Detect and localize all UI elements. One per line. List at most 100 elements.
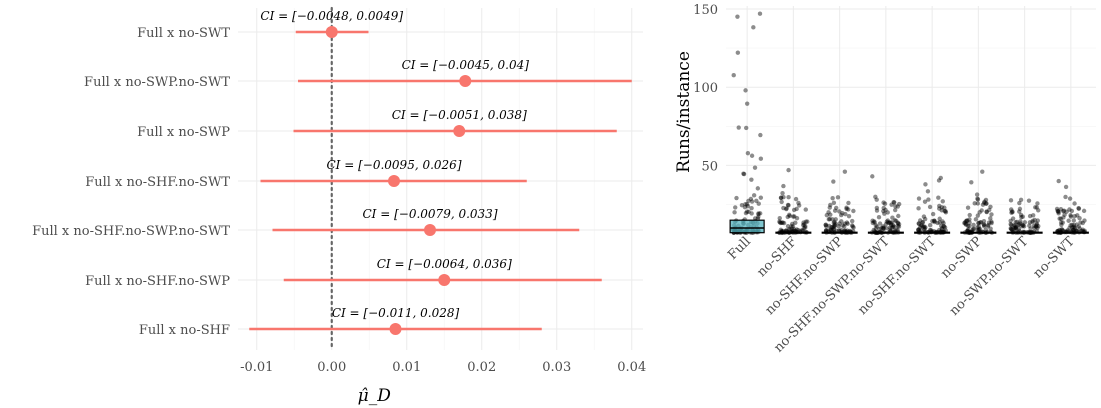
jitter-point (1020, 214, 1025, 219)
jitter-point (874, 197, 879, 202)
jitter-point (1030, 218, 1035, 224)
jitter-point (932, 218, 937, 223)
y-tick-label: Full x no-SWT (137, 26, 230, 41)
jitter-point (965, 205, 971, 210)
jitter-point (850, 218, 855, 224)
jitter-point (1009, 207, 1014, 212)
jitter-point (778, 220, 784, 226)
jitter-point (1071, 222, 1077, 228)
jitter-point (879, 225, 884, 231)
jitter-point (881, 205, 886, 211)
jitter-point (940, 219, 945, 224)
jitter-point (828, 227, 833, 233)
jitter-point (896, 213, 901, 219)
jitter-point (889, 220, 894, 225)
jitter-point (882, 211, 887, 216)
jitter-point (1030, 219, 1035, 225)
jitter-point (895, 220, 901, 225)
jitter-point (783, 228, 789, 233)
jitter-point (1017, 209, 1022, 214)
jitter-point (1057, 227, 1062, 233)
jitter-point (932, 218, 937, 224)
jitter-point (751, 25, 756, 30)
jitter-point (938, 175, 943, 181)
jitter-point (896, 224, 902, 229)
jitter-point (805, 219, 810, 224)
jitter-point (972, 201, 977, 206)
jitter-point (885, 220, 891, 225)
jitter-point (1034, 205, 1039, 210)
jitter-point (916, 228, 921, 233)
jitter-point (1068, 214, 1074, 219)
ci-annotation: CI = [−0.0045, 0.04] (402, 58, 530, 72)
jitter-point (877, 226, 882, 232)
jitter-point (1072, 225, 1077, 230)
jitter-point (922, 226, 927, 231)
jitter-point (1009, 210, 1014, 215)
jitter-point (1071, 224, 1076, 230)
jitter-point (758, 156, 764, 161)
y-tick-label: Full x no-SHF.no-SWP.no-SWT (32, 224, 230, 239)
jitter-point (975, 201, 981, 206)
jitter-point (965, 228, 970, 233)
jitter-point (891, 199, 896, 205)
jitter-point (1017, 200, 1022, 206)
jitter-point (1010, 209, 1015, 214)
jitter-point (1061, 215, 1066, 220)
jitter-point (1016, 222, 1022, 227)
jitter-point (1032, 225, 1037, 231)
jitter-point (1018, 212, 1024, 218)
jitter-point (831, 200, 837, 205)
jitter-point (877, 221, 883, 226)
y-tick-label: Full x no-SHF.no-SWT (85, 175, 230, 190)
jitter-point (839, 219, 844, 224)
jitter-point (827, 223, 832, 229)
jitter-point (970, 228, 975, 233)
jitter-point (741, 171, 746, 176)
jitter-point (1014, 219, 1020, 225)
jitter-point (978, 220, 983, 225)
x-axis-title: μ̂_D (358, 386, 392, 406)
jitter-point (1061, 209, 1066, 214)
jitter-point (1020, 224, 1025, 229)
y-tick-label: 100 (693, 81, 718, 96)
jitter-point (791, 214, 796, 219)
jitter-point (1060, 220, 1065, 225)
jitter-point (1026, 198, 1032, 203)
jitter-point (835, 195, 841, 200)
jitter-point (872, 220, 877, 225)
jitter-point (779, 199, 784, 205)
jitter-point (937, 206, 942, 211)
jitter-point (981, 218, 987, 224)
jitter-point (982, 200, 987, 206)
jitter-point (973, 217, 979, 222)
jitter-point (1071, 227, 1076, 233)
jitter-point (941, 224, 946, 229)
jitter-point (749, 211, 754, 216)
jitter-point (1067, 207, 1072, 212)
jitter-point (975, 225, 980, 230)
jitter-point (793, 196, 799, 202)
jitter-point (916, 221, 922, 226)
jitter-point (1056, 211, 1061, 216)
jitter-point (834, 205, 839, 211)
jitter-point (943, 210, 949, 215)
jitter-point (830, 196, 835, 201)
estimate-point (453, 125, 466, 137)
jitter-point (891, 224, 897, 229)
jitter-point (964, 218, 969, 223)
jitter-point (1010, 216, 1016, 221)
jitter-point (916, 227, 921, 232)
jitter-point (873, 223, 879, 228)
estimate-point (325, 26, 338, 38)
jitter-point (923, 182, 928, 187)
jitter-point (839, 227, 844, 233)
x-tick-label: no-SHF.no-SWP (763, 234, 847, 318)
jitter-point (1061, 208, 1067, 213)
jitter-point (1008, 226, 1013, 231)
jitter-point (1072, 201, 1077, 206)
jitter-point (744, 101, 750, 106)
jitter-point (887, 225, 893, 230)
jitter-point (969, 180, 974, 185)
jitter-point (989, 219, 994, 224)
